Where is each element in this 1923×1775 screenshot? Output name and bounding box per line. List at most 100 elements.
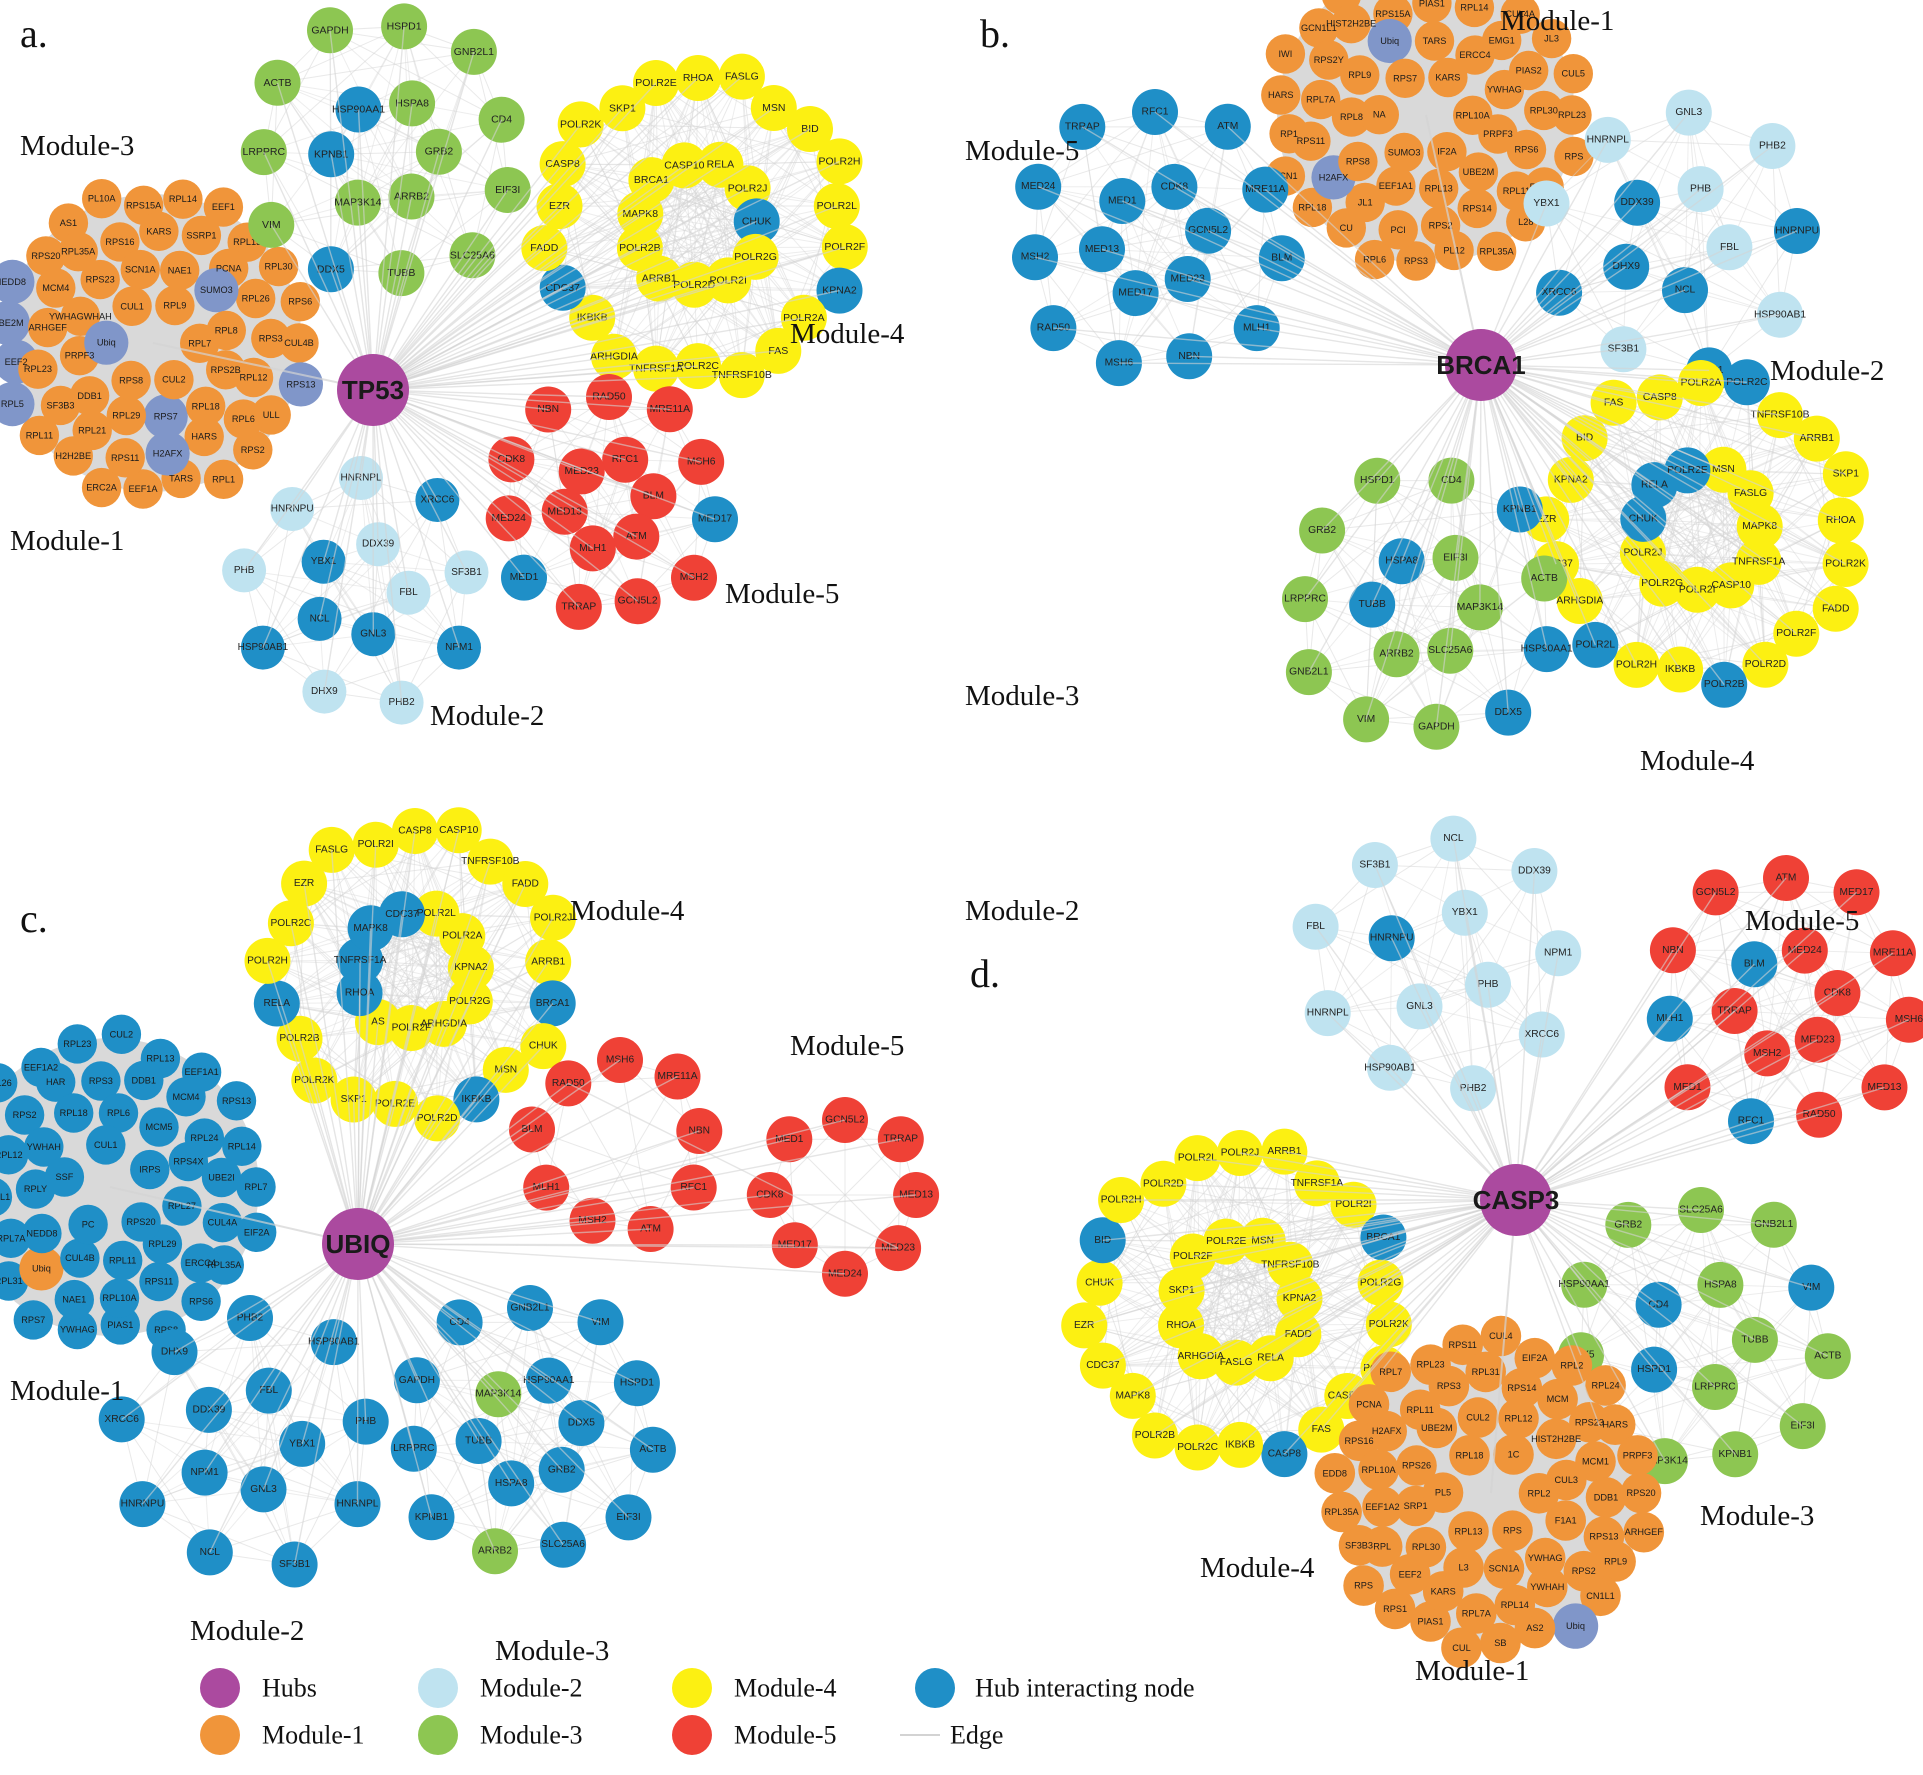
svg-text:TRRAP: TRRAP [884,1134,919,1145]
svg-text:NA: NA [1373,110,1387,120]
svg-text:TNFRSF10B: TNFRSF10B [461,856,520,867]
svg-text:RPS14: RPS14 [1507,1383,1536,1393]
svg-text:RPS13: RPS13 [1589,1532,1618,1542]
svg-text:IKBKB: IKBKB [461,1094,491,1105]
svg-text:CDK8: CDK8 [498,454,526,465]
svg-text:KPNB1: KPNB1 [1718,1449,1752,1460]
svg-text:HARS: HARS [191,431,217,441]
svg-text:PCNA: PCNA [1356,1399,1382,1409]
svg-text:HSPA8: HSPA8 [1704,1279,1737,1290]
svg-text:SSF: SSF [55,1172,73,1182]
svg-text:FBL: FBL [399,587,418,598]
svg-text:MED1: MED1 [775,1134,804,1145]
svg-text:DDB1: DDB1 [77,391,102,401]
svg-text:MED13: MED13 [548,506,583,517]
svg-text:RPL23: RPL23 [63,1039,91,1049]
svg-text:PHB2: PHB2 [1759,141,1786,152]
svg-text:RPL11: RPL11 [26,430,53,440]
svg-text:UBE2M: UBE2M [1421,1423,1453,1433]
svg-text:PL5: PL5 [1435,1488,1451,1498]
svg-text:RPS11: RPS11 [1448,1340,1476,1350]
svg-text:TARS: TARS [1423,36,1447,46]
svg-text:CUL1: CUL1 [94,1140,118,1150]
svg-text:CU: CU [1340,223,1353,233]
svg-text:MCM1: MCM1 [1582,1457,1609,1467]
svg-text:RPL8: RPL8 [215,325,238,335]
svg-text:RPL24: RPL24 [190,1133,218,1143]
svg-text:RPS23: RPS23 [86,275,115,285]
svg-text:BRCA1: BRCA1 [536,998,570,1009]
svg-text:RPL14: RPL14 [1460,2,1488,12]
svg-text:RPL14: RPL14 [228,1141,256,1151]
svg-text:Ubiq: Ubiq [32,1263,51,1273]
svg-text:EEF1A1: EEF1A1 [184,1067,218,1077]
svg-text:Module-1: Module-1 [262,1721,365,1750]
svg-text:RPL10A: RPL10A [102,1293,137,1303]
svg-text:RPL2: RPL2 [1528,1488,1551,1498]
svg-text:RPL24: RPL24 [1592,1380,1620,1390]
svg-text:CUL5: CUL5 [1562,69,1586,79]
svg-text:CD4: CD4 [1648,1299,1669,1310]
svg-text:Ubiq: Ubiq [1566,1621,1585,1631]
svg-text:RPS2Y: RPS2Y [1314,55,1344,65]
svg-text:RPS2B: RPS2B [211,365,241,375]
svg-text:CUL2: CUL2 [162,375,186,385]
svg-text:POLR2C: POLR2C [1726,377,1768,388]
svg-text:RPL31: RPL31 [1472,1367,1500,1377]
svg-text:MSH6: MSH6 [687,456,716,467]
svg-text:RPL35A: RPL35A [61,247,96,257]
svg-text:GNB2L1: GNB2L1 [1754,1219,1793,1230]
svg-text:SUMO3: SUMO3 [1388,148,1421,158]
svg-text:AS2: AS2 [1526,1623,1543,1633]
svg-text:EDD8: EDD8 [1323,1468,1348,1478]
svg-text:NEDD8: NEDD8 [26,1229,57,1239]
svg-text:ACTB: ACTB [639,1444,666,1455]
svg-text:RPS7: RPS7 [154,412,178,422]
svg-text:CN1L1: CN1L1 [1586,1591,1615,1601]
svg-text:YBX1: YBX1 [1533,198,1560,209]
svg-text:MED23: MED23 [1801,1034,1835,1045]
svg-text:ARHGEF: ARHGEF [1625,1527,1664,1537]
svg-text:SKP1: SKP1 [1833,469,1860,480]
svg-text:RPS20: RPS20 [127,1217,156,1227]
svg-text:RPL9: RPL9 [1348,70,1371,80]
svg-text:BRCA1: BRCA1 [1436,350,1526,380]
svg-text:PC: PC [82,1220,95,1230]
svg-text:DDB1: DDB1 [1594,1492,1619,1502]
svg-text:RPL2: RPL2 [1560,1361,1583,1371]
svg-text:RPL30: RPL30 [1412,1542,1440,1552]
svg-text:YWHAG: YWHAG [1528,1553,1563,1563]
svg-text:IKBKB: IKBKB [1665,664,1695,675]
svg-text:MSH2: MSH2 [1753,1048,1782,1059]
svg-text:CASP3: CASP3 [1473,1185,1560,1215]
svg-text:RPL13: RPL13 [1454,1527,1482,1537]
svg-text:YWHAH: YWHAH [1530,1582,1564,1592]
svg-text:POLR2K: POLR2K [560,118,601,130]
svg-text:PL10A: PL10A [88,194,116,204]
svg-text:TUBB: TUBB [465,1436,492,1447]
svg-text:PIAS1: PIAS1 [1419,0,1445,8]
svg-text:PIAS2: PIAS2 [1516,66,1542,76]
svg-text:MED1: MED1 [510,572,539,583]
svg-text:ULL: ULL [263,410,280,420]
svg-text:Module-5: Module-5 [734,1721,837,1750]
svg-text:DDX39: DDX39 [1620,197,1653,208]
svg-text:RPL13: RPL13 [146,1054,174,1064]
svg-text:SCN1A: SCN1A [125,265,157,275]
svg-text:RPL7A: RPL7A [0,1233,26,1243]
svg-text:NPM1: NPM1 [1544,948,1573,959]
svg-text:HIST2H2BE: HIST2H2BE [1531,1434,1581,1444]
svg-text:Module-4: Module-4 [734,1674,837,1703]
svg-text:ARHGDIA: ARHGDIA [1556,596,1603,607]
svg-text:KARS: KARS [1431,1586,1456,1596]
svg-text:RPS8: RPS8 [119,376,143,386]
svg-text:MLH1: MLH1 [1656,1013,1684,1024]
svg-text:TP53: TP53 [342,375,404,405]
svg-text:RPS3: RPS3 [89,1076,113,1086]
svg-text:RPL29: RPL29 [112,411,140,421]
svg-text:H2AFX: H2AFX [1319,172,1349,182]
svg-text:POLR2A: POLR2A [442,931,482,942]
svg-text:POLR2L: POLR2L [817,200,857,212]
svg-text:Edge: Edge [950,1721,1003,1750]
svg-text:Hub interacting node: Hub interacting node [975,1674,1195,1703]
